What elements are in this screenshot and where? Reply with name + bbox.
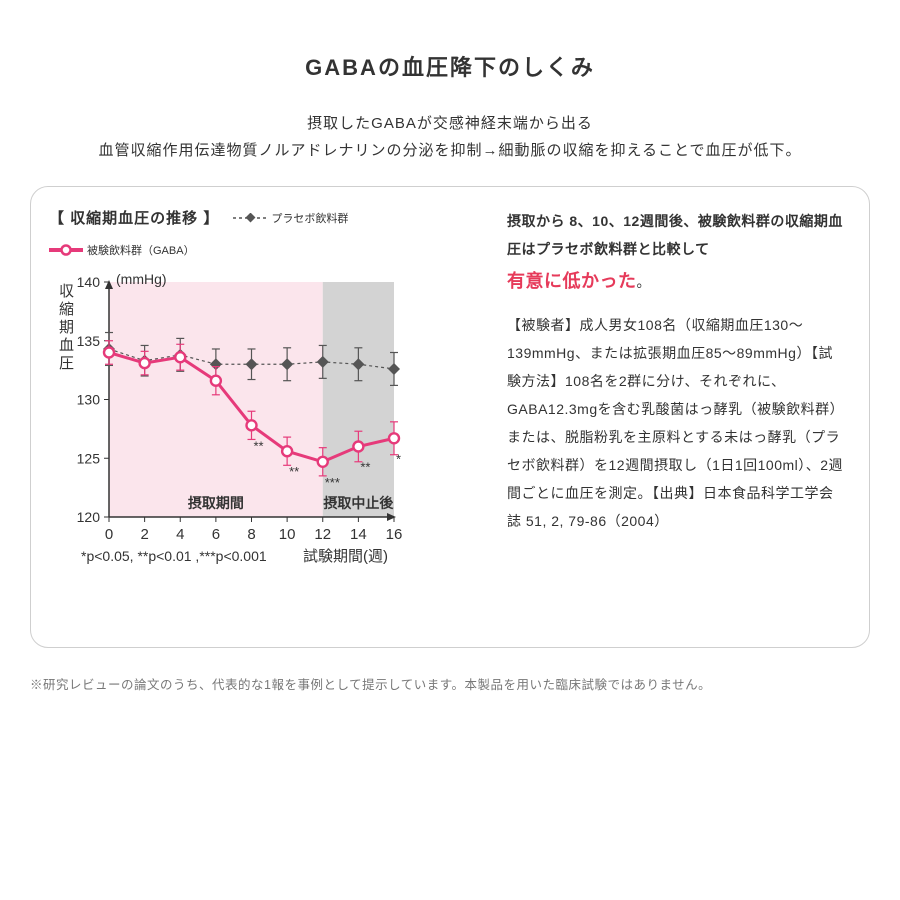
desc-emphasis: 有意に低かった (507, 271, 637, 291)
chart-title: 【 収縮期血圧の推移 】 (49, 207, 219, 228)
desc-body: 【被験者】成人男女108名（収縮期血圧130～139mmHg、または拡張期血圧8… (507, 311, 847, 535)
svg-text:135: 135 (77, 333, 101, 349)
chart-column: 【 収縮期血圧の推移 】 プラセボ飲料群 被験飲料群（GABA） 1201251… (49, 207, 489, 629)
svg-text:16: 16 (386, 526, 403, 543)
subtitle-line1: 摂取したGABAが交感神経末端から出る (307, 115, 593, 132)
svg-text:(mmHg): (mmHg) (116, 271, 167, 287)
content-panel: 【 収縮期血圧の推移 】 プラセボ飲料群 被験飲料群（GABA） 1201251… (30, 186, 870, 648)
legend-test-label: 被験飲料群（GABA） (87, 242, 195, 258)
svg-text:14: 14 (350, 526, 367, 543)
svg-text:**: ** (254, 438, 264, 453)
svg-text:12: 12 (314, 526, 331, 543)
svg-text:125: 125 (77, 450, 101, 466)
chart: 120 125 130 135 140 0 2 4 6 8 10 12 14 16 収縮期血圧 (mmHg) 摂… (49, 264, 489, 629)
svg-text:4: 4 (176, 526, 184, 543)
svg-text:圧: 圧 (59, 355, 74, 372)
svg-text:6: 6 (212, 526, 220, 543)
svg-text:2: 2 (140, 526, 148, 543)
svg-text:10: 10 (279, 526, 296, 543)
svg-text:摂取期間: 摂取期間 (188, 495, 244, 511)
svg-text:140: 140 (77, 274, 101, 290)
svg-text:期: 期 (59, 319, 74, 336)
subtitle-line2: 血管収縮作用伝達物質ノルアドレナリンの分泌を抑制→細動脈の収縮を抑えることで血圧… (98, 142, 801, 159)
svg-text:縮: 縮 (59, 301, 74, 318)
desc-period: 。 (637, 274, 652, 290)
svg-text:0: 0 (105, 526, 113, 543)
svg-text:摂取中止後: 摂取中止後 (323, 495, 394, 511)
svg-text:***: *** (325, 475, 340, 490)
svg-text:120: 120 (77, 509, 101, 525)
legend-placebo: プラセボ飲料群 (233, 210, 348, 226)
page-subtitle: 摂取したGABAが交感神経末端から出る 血管収縮作用伝達物質ノルアドレナリンの分… (30, 110, 870, 164)
svg-text:**: ** (289, 464, 299, 479)
svg-text:*: * (396, 451, 401, 466)
svg-text:8: 8 (247, 526, 255, 543)
svg-text:**: ** (360, 460, 370, 475)
svg-text:血: 血 (59, 337, 74, 354)
chart-header: 【 収縮期血圧の推移 】 プラセボ飲料群 被験飲料群（GABA） (49, 207, 489, 258)
desc-lead: 摂取から 8、10、12週間後、被験飲料群の収縮期血圧はプラセボ飲料群と比較して… (507, 207, 847, 299)
svg-text:*p<0.05, **p<0.01 ,***p<0.001: *p<0.05, **p<0.01 ,***p<0.001 (81, 548, 267, 564)
legend-placebo-label: プラセボ飲料群 (271, 210, 348, 226)
svg-text:試験期間(週): 試験期間(週) (303, 548, 388, 565)
footnote: ※研究レビューの論文のうち、代表的な1報を事例として提示しています。本製品を用い… (30, 674, 870, 693)
page-title: GABAの血圧降下のしくみ (30, 50, 870, 82)
desc-lead-text: 摂取から 8、10、12週間後、被験飲料群の収縮期血圧はプラセボ飲料群と比較して (507, 213, 843, 257)
svg-text:収: 収 (59, 283, 74, 300)
legend-test: 被験飲料群（GABA） (49, 242, 195, 258)
svg-text:130: 130 (77, 392, 101, 408)
description-column: 摂取から 8、10、12週間後、被験飲料群の収縮期血圧はプラセボ飲料群と比較して… (507, 207, 847, 629)
